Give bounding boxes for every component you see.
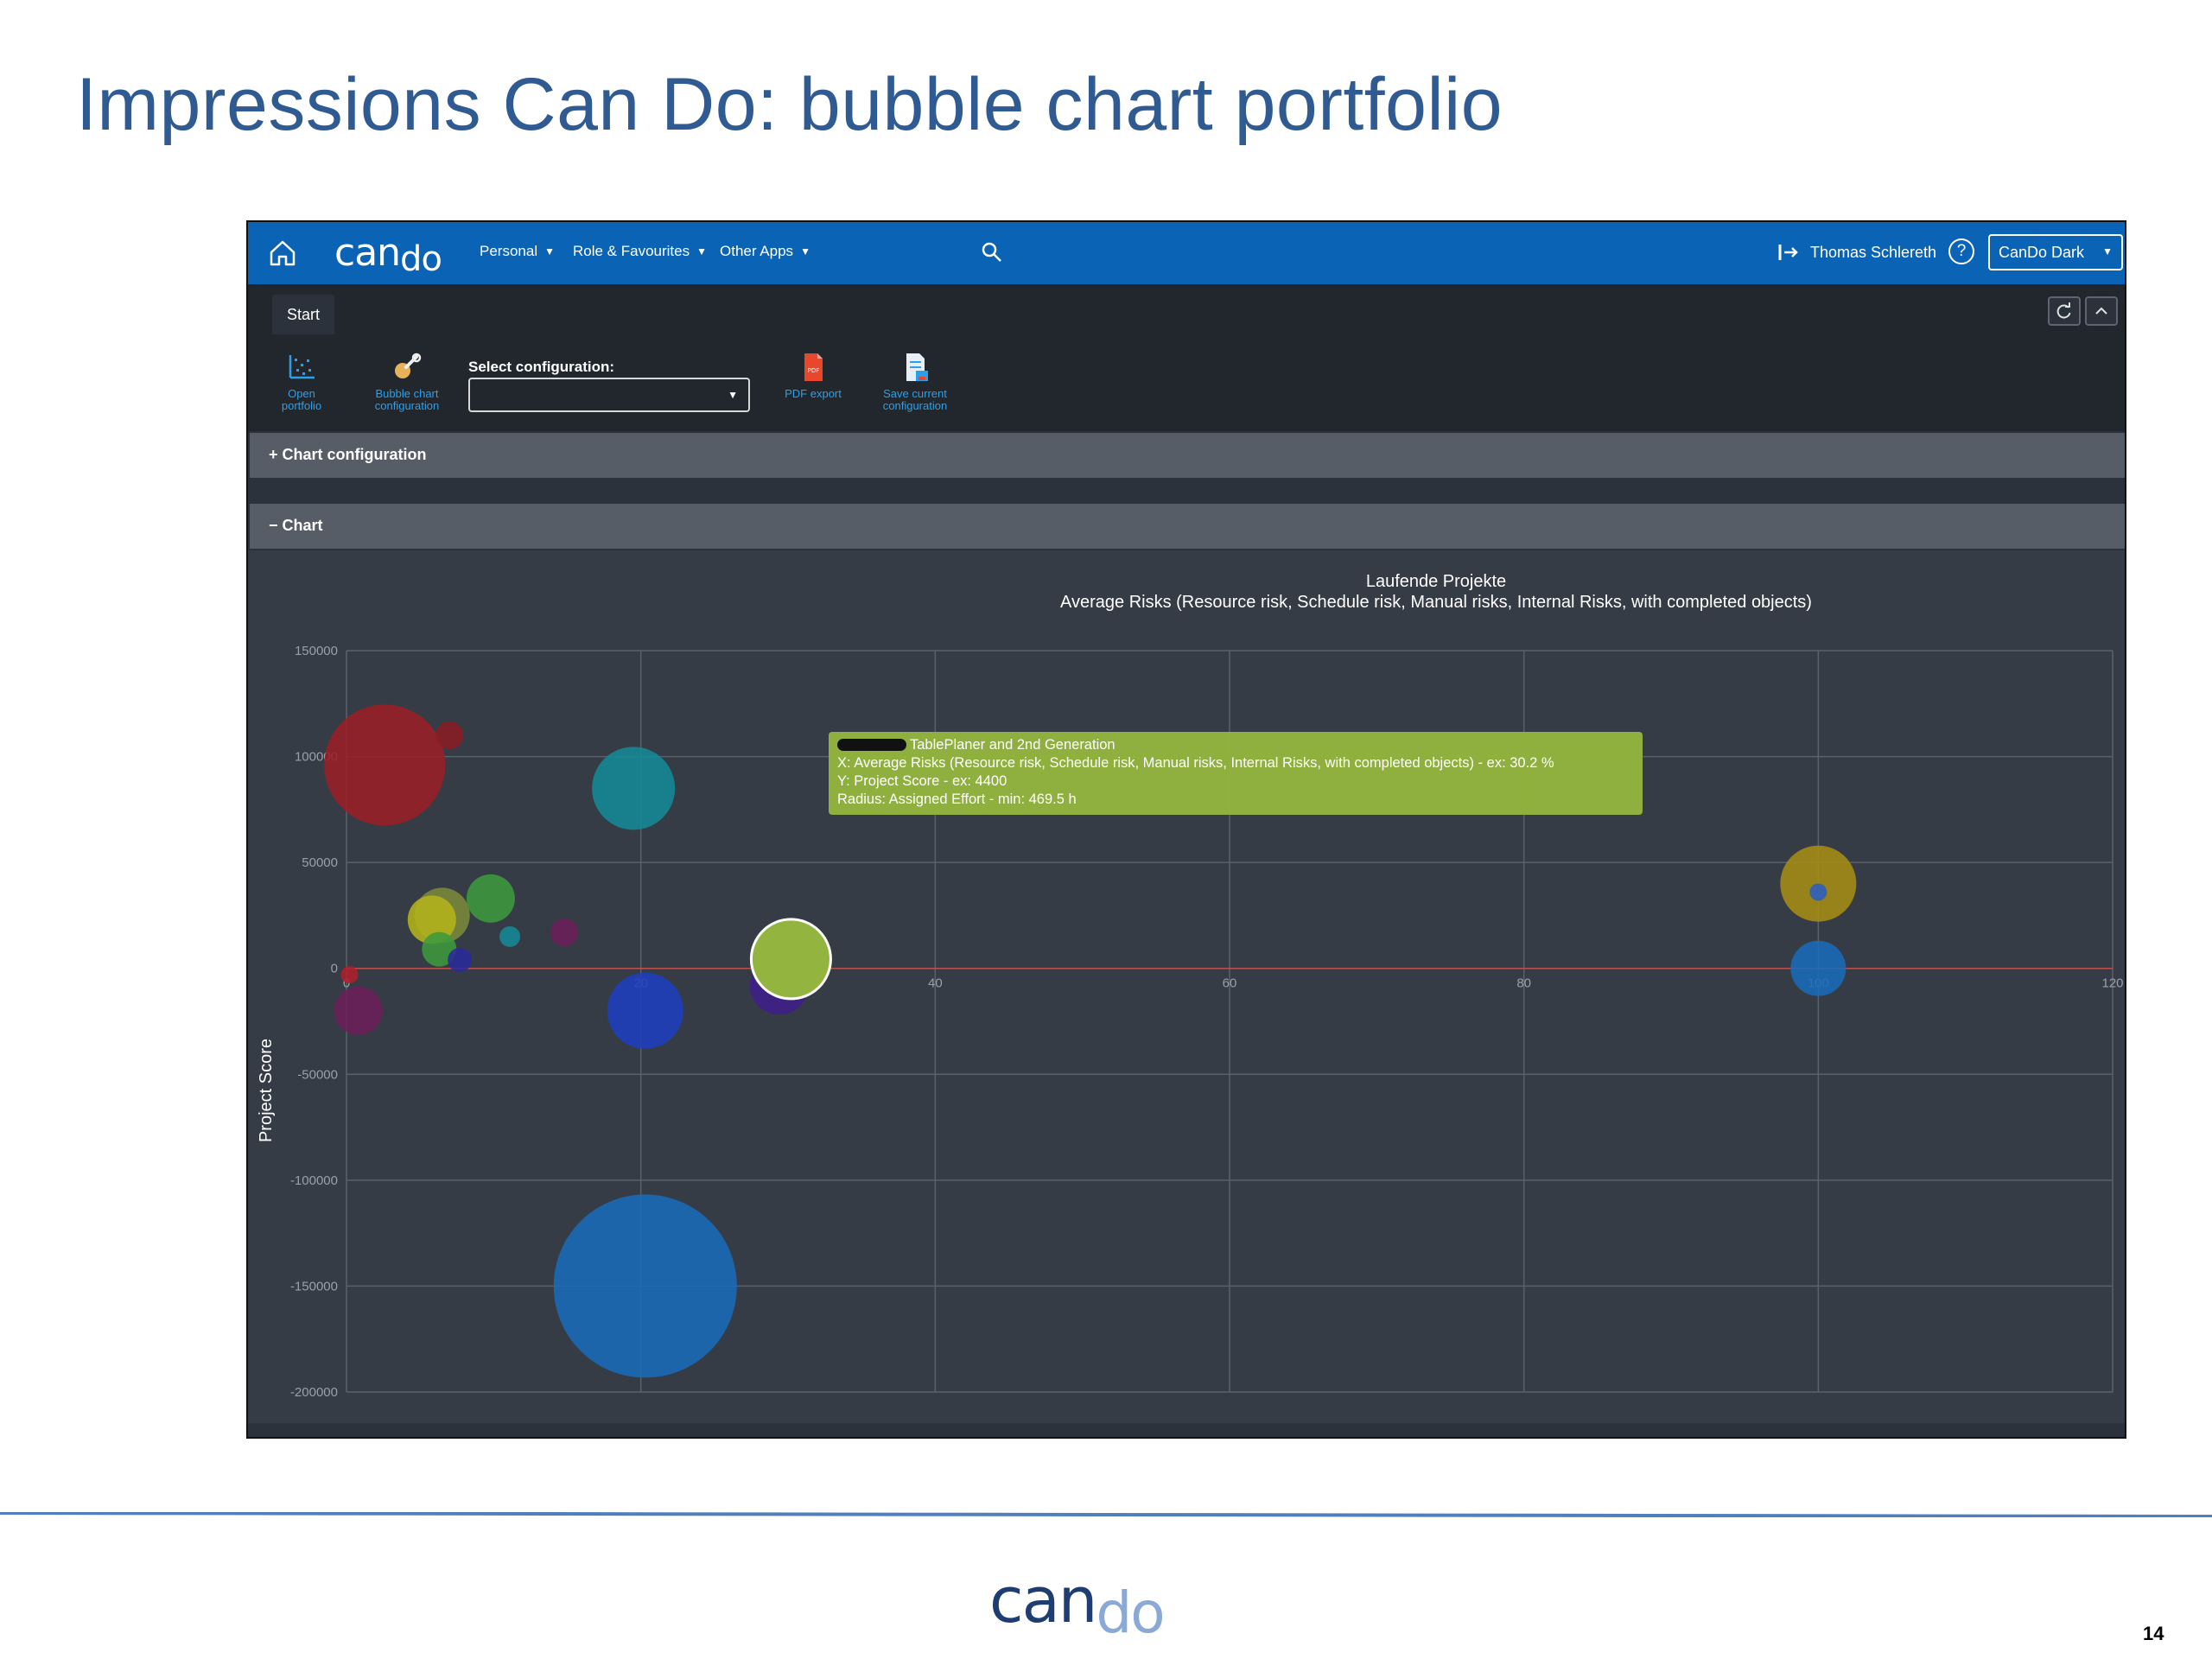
bubble — [607, 972, 683, 1049]
y-tick-label: 0 — [331, 962, 338, 976]
footer-divider — [0, 1512, 2212, 1517]
bubble — [448, 947, 473, 972]
help-icon[interactable]: ? — [1948, 238, 1974, 264]
tooltip-line: TablePlaner and 2nd Generation — [910, 737, 1116, 753]
pdf-export-label: PDF export — [785, 387, 842, 400]
user-name[interactable]: Thomas Schlereth — [1810, 244, 1937, 261]
bubble — [1809, 883, 1827, 901]
slide-title: Impressions Can Do: bubble chart portfol… — [76, 63, 1503, 146]
y-tick-label: 50000 — [302, 855, 338, 870]
nav-personal[interactable]: Personal ▼ — [480, 243, 555, 260]
y-axis-label: Project Score — [257, 1039, 276, 1142]
redacted-text-block — [837, 739, 906, 751]
chart-title: Chart — [282, 517, 323, 534]
save-config-label-2: configuration — [882, 399, 948, 412]
bubble — [422, 931, 457, 967]
chart-panel-header[interactable]: − Chart — [250, 504, 2125, 549]
refresh-button[interactable] — [2048, 296, 2081, 326]
bubble — [749, 918, 832, 1001]
save-config-icon — [906, 353, 928, 381]
tab-bar: Start — [248, 284, 2125, 334]
nav-personal-label: Personal — [480, 243, 538, 259]
select-configuration-label: Select configuration: — [468, 359, 615, 375]
chart-title: Laufende Projekte — [1366, 572, 1506, 591]
open-portfolio-button[interactable]: Open portfolio — [272, 352, 331, 412]
panel-spacer — [248, 478, 2125, 504]
x-tick-label: 80 — [1516, 976, 1531, 991]
collapse-button[interactable] — [2085, 296, 2118, 326]
open-portfolio-label-2: portfolio — [281, 399, 322, 412]
app-logo[interactable]: cando — [334, 231, 442, 279]
toolbar: Open portfolio Bubble chart configuratio… — [248, 334, 2125, 431]
bubble-chart-configuration-button[interactable]: Bubble chart configuration — [362, 352, 452, 412]
svg-text:PDF: PDF — [808, 367, 820, 374]
theme-select-value: CanDo Dark — [1999, 244, 2085, 261]
x-tick-label: 60 — [1223, 976, 1237, 991]
x-tick-label: 40 — [928, 976, 943, 991]
nav-role-favourites[interactable]: Role & Favourites ▼ — [573, 243, 707, 260]
caret-down-icon: ▼ — [2102, 245, 2113, 257]
page-number: 14 — [2143, 1623, 2164, 1644]
chevron-up-icon — [2095, 307, 2107, 315]
bubble-config-label: Bubble chart — [375, 387, 439, 400]
y-tick-label: -200000 — [290, 1385, 338, 1400]
chart-configuration-panel-header[interactable]: + Chart configuration — [250, 433, 2125, 478]
logout-icon[interactable] — [1777, 241, 1800, 264]
nav-other-apps-label: Other Apps — [720, 243, 794, 259]
portfolio-chart-icon — [289, 355, 315, 379]
save-config-label: Save current — [883, 387, 947, 400]
expand-icon: + — [269, 446, 278, 463]
tooltip-line: Radius: Assigned Effort - min: 469.5 h — [837, 791, 1077, 807]
bubble-config-label-2: configuration — [374, 399, 440, 412]
bubble — [553, 1194, 737, 1378]
app-screenshot: cando Personal ▼ Role & Favourites ▼ Other… — [246, 220, 2126, 1439]
bubble — [324, 704, 446, 826]
bubble — [1790, 940, 1847, 996]
bubble — [334, 986, 383, 1035]
save-current-configuration-button[interactable]: Save current configuration — [870, 352, 960, 412]
bubble-chart: Laufende Projekte Average Risks (Resource… — [257, 572, 2124, 1400]
caret-down-icon: ▼ — [800, 245, 810, 257]
bubble — [499, 925, 521, 947]
nav-other-apps[interactable]: Other Apps ▼ — [720, 243, 810, 260]
select-configuration-dropdown[interactable]: ▼ — [468, 378, 750, 412]
search-icon[interactable] — [981, 241, 1003, 264]
open-portfolio-label: Open — [288, 387, 315, 400]
bubble — [466, 874, 515, 923]
refresh-icon — [2056, 302, 2071, 319]
bubble-chart-area: Laufende Projekte Average Risks (Resource… — [248, 550, 2125, 1423]
bubble — [407, 895, 456, 944]
tooltip-box — [829, 732, 1643, 815]
pdf-icon: PDF — [804, 353, 823, 381]
bubble — [550, 918, 579, 947]
footer-logo: cando — [989, 1564, 1166, 1646]
chart-configuration-title: Chart configuration — [282, 446, 427, 463]
tab-start[interactable]: Start — [272, 295, 334, 334]
x-tick-label: 120 — [2101, 976, 2123, 991]
tooltip-line: Y: Project Score - ex: 4400 — [837, 773, 1007, 789]
collapse-icon: − — [269, 517, 278, 534]
chart-subtitle: Average Risks (Resource risk, Schedule r… — [1060, 593, 1812, 612]
y-tick-label: -50000 — [297, 1067, 338, 1082]
wrench-icon — [395, 353, 422, 378]
bubble — [340, 966, 359, 984]
top-bar: cando Personal ▼ Role & Favourites ▼ Other… — [248, 222, 2125, 284]
y-tick-label: -150000 — [290, 1279, 338, 1294]
nav-role-favourites-label: Role & Favourites — [573, 243, 690, 259]
pdf-export-button[interactable]: PDF PDF export — [773, 352, 853, 400]
caret-down-icon: ▼ — [728, 389, 738, 401]
tooltip-line: X: Average Risks (Resource risk, Schedul… — [837, 755, 1554, 771]
y-tick-label: -100000 — [290, 1173, 338, 1188]
caret-down-icon: ▼ — [544, 245, 555, 257]
theme-select[interactable]: CanDo Dark ▼ — [1988, 234, 2123, 270]
y-tick-label: 150000 — [295, 644, 338, 658]
bubble — [592, 747, 676, 830]
x-tick-label: 0 — [343, 976, 350, 991]
home-icon[interactable] — [267, 238, 298, 269]
bubble — [435, 721, 464, 750]
caret-down-icon: ▼ — [696, 245, 708, 257]
